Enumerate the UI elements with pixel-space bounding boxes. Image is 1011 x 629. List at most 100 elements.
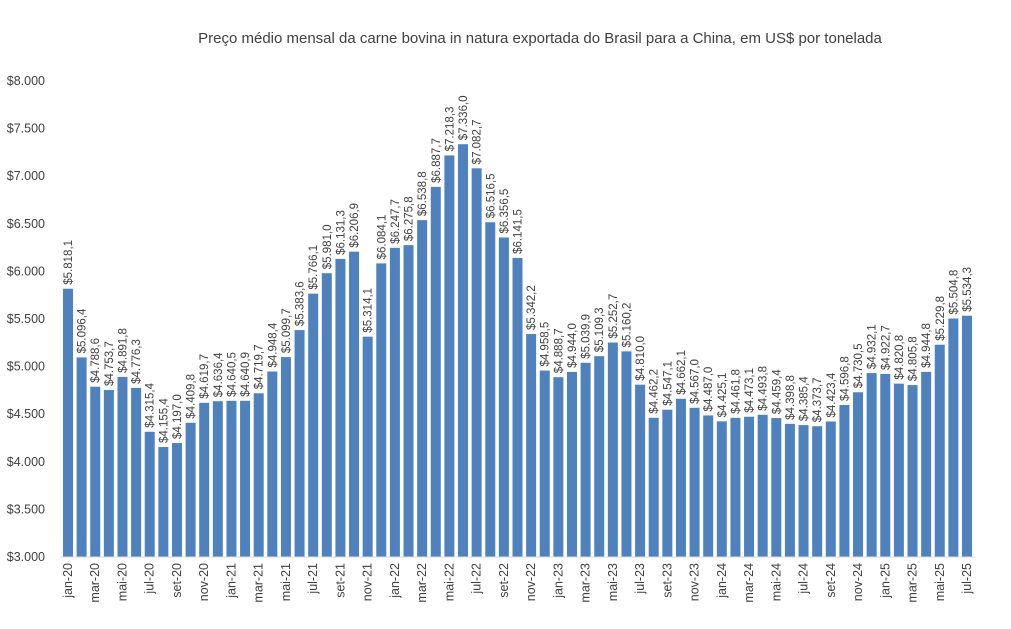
data-label: $5.534,3 — [962, 267, 974, 312]
bar-out-24 — [839, 404, 850, 557]
chart-title: Preço médio mensal da carne bovina in na… — [198, 30, 882, 47]
data-label: $5.314,1 — [363, 288, 375, 333]
data-label: $4.958,5 — [540, 322, 552, 367]
data-label: $4.948,4 — [267, 322, 279, 367]
x-tick-label: set-21 — [333, 563, 347, 598]
data-label: $4.730,5 — [853, 343, 865, 388]
data-label: $5.383,6 — [295, 281, 307, 326]
x-tick-label: nov-21 — [361, 563, 375, 601]
x-tick-label: mai-24 — [769, 563, 783, 601]
bar-mar-25 — [907, 385, 918, 557]
bar-fev-23 — [566, 371, 577, 557]
bar-fev-20 — [76, 357, 87, 557]
bar-jul-20 — [144, 431, 155, 557]
data-label: $4.459,4 — [771, 369, 783, 414]
y-axis: $3.000 $3.500 $4.000 $4.500 $5.000 $5.500 $6.0… — [7, 74, 45, 564]
data-label: $4.662,1 — [676, 350, 688, 395]
bar-fev-21 — [240, 400, 251, 557]
bar-jul-23 — [635, 384, 646, 557]
y-tick-label: $7.500 — [7, 122, 45, 136]
data-label: $6.131,3 — [335, 210, 347, 255]
data-label: $4.385,4 — [799, 376, 811, 421]
x-tick-label: jan-22 — [388, 563, 402, 599]
data-label: $4.888,7 — [553, 328, 565, 373]
data-label: $6.275,8 — [404, 196, 416, 241]
x-tick-label: nov-23 — [688, 563, 702, 601]
data-label: $4.805,8 — [908, 336, 920, 381]
bar-abr-20 — [103, 390, 114, 557]
y-tick-label: $4.500 — [7, 407, 45, 421]
x-tick-label: jul-21 — [306, 563, 320, 595]
data-label: $4.891,8 — [117, 328, 129, 373]
bar-out-22 — [512, 257, 523, 557]
data-label: $4.922,7 — [880, 325, 892, 370]
bar-ago-21 — [321, 273, 332, 557]
bar-ago-22 — [485, 222, 496, 558]
data-label: $6.247,7 — [390, 199, 402, 244]
data-label: $7.336,0 — [458, 95, 470, 140]
data-label: $4.462,2 — [649, 369, 661, 414]
bar-abr-25 — [921, 371, 932, 557]
data-label: $4.487,0 — [703, 367, 715, 412]
bar-abr-21 — [267, 371, 278, 557]
bar-abr-24 — [757, 414, 768, 557]
y-tick-label: $3.000 — [7, 550, 45, 564]
x-tick-label: mai-25 — [933, 563, 947, 601]
data-label: $7.082,7 — [472, 120, 484, 165]
x-tick-label: jan-25 — [878, 563, 892, 599]
data-label: $4.640,5 — [226, 352, 238, 397]
x-tick-label: jan-20 — [61, 563, 75, 599]
x-tick-label: jan-24 — [715, 563, 729, 599]
data-label: $4.567,0 — [690, 359, 702, 404]
x-tick-label: jul-22 — [470, 563, 484, 595]
bar-jan-24 — [716, 421, 727, 557]
x-tick-label: jul-23 — [633, 563, 647, 595]
bar-jul-21 — [308, 293, 319, 557]
y-tick-label: $4.000 — [7, 455, 45, 469]
bar-mar-20 — [90, 386, 101, 557]
bar-ago-23 — [648, 417, 659, 557]
x-tick-label: mar-24 — [742, 563, 756, 603]
bar-jan-20 — [63, 288, 73, 557]
bar-set-21 — [335, 258, 346, 557]
data-label: $4.155,4 — [158, 398, 170, 443]
bar-dez-21 — [376, 263, 387, 557]
bar-mar-23 — [580, 362, 591, 557]
data-label: $6.356,5 — [499, 189, 511, 234]
x-tick-label: jul-25 — [960, 563, 974, 595]
data-label: $5.039,9 — [581, 314, 593, 359]
bars — [63, 144, 972, 558]
data-label: $4.944,0 — [567, 323, 579, 368]
x-tick-label: set-20 — [170, 563, 184, 598]
bar-nov-22 — [526, 334, 537, 557]
bar-jan-25 — [880, 373, 891, 557]
data-label: $4.932,1 — [867, 324, 879, 369]
bar-set-24 — [825, 421, 836, 557]
x-tick-label: mar-21 — [252, 563, 266, 603]
data-label: $5.504,8 — [948, 270, 960, 315]
y-tick-label: $7.000 — [7, 169, 45, 183]
data-label: $4.596,8 — [839, 356, 851, 401]
data-labels: $5.818,1 $5.096,4$4.788,6 $4.753,7 $4.891,8… — [63, 95, 974, 443]
data-label: $5.342,2 — [526, 285, 538, 330]
bar-ago-24 — [812, 426, 823, 557]
data-label: $5.766,1 — [308, 245, 320, 290]
x-tick-label: mar-22 — [415, 563, 429, 603]
data-label: $4.423,4 — [826, 372, 838, 417]
bar-ago-20 — [158, 447, 169, 557]
data-label: $6.206,9 — [349, 203, 361, 248]
data-label: $4.810,0 — [635, 336, 647, 381]
y-tick-label: $3.500 — [7, 502, 45, 516]
bar-jun-24 — [784, 423, 795, 557]
y-tick-label: $6.500 — [7, 217, 45, 231]
bar-jan-23 — [553, 377, 564, 557]
data-label: $5.818,1 — [63, 240, 75, 285]
y-tick-label: $5.000 — [7, 360, 45, 374]
y-tick-label: $6.000 — [7, 264, 45, 278]
data-label: $6.887,7 — [431, 138, 443, 183]
bar-mai-24 — [771, 418, 782, 557]
bar-jun-25 — [948, 318, 959, 557]
bar-mai-20 — [117, 376, 128, 557]
data-label: $4.619,7 — [199, 354, 211, 399]
bar-jun-20 — [131, 387, 142, 557]
